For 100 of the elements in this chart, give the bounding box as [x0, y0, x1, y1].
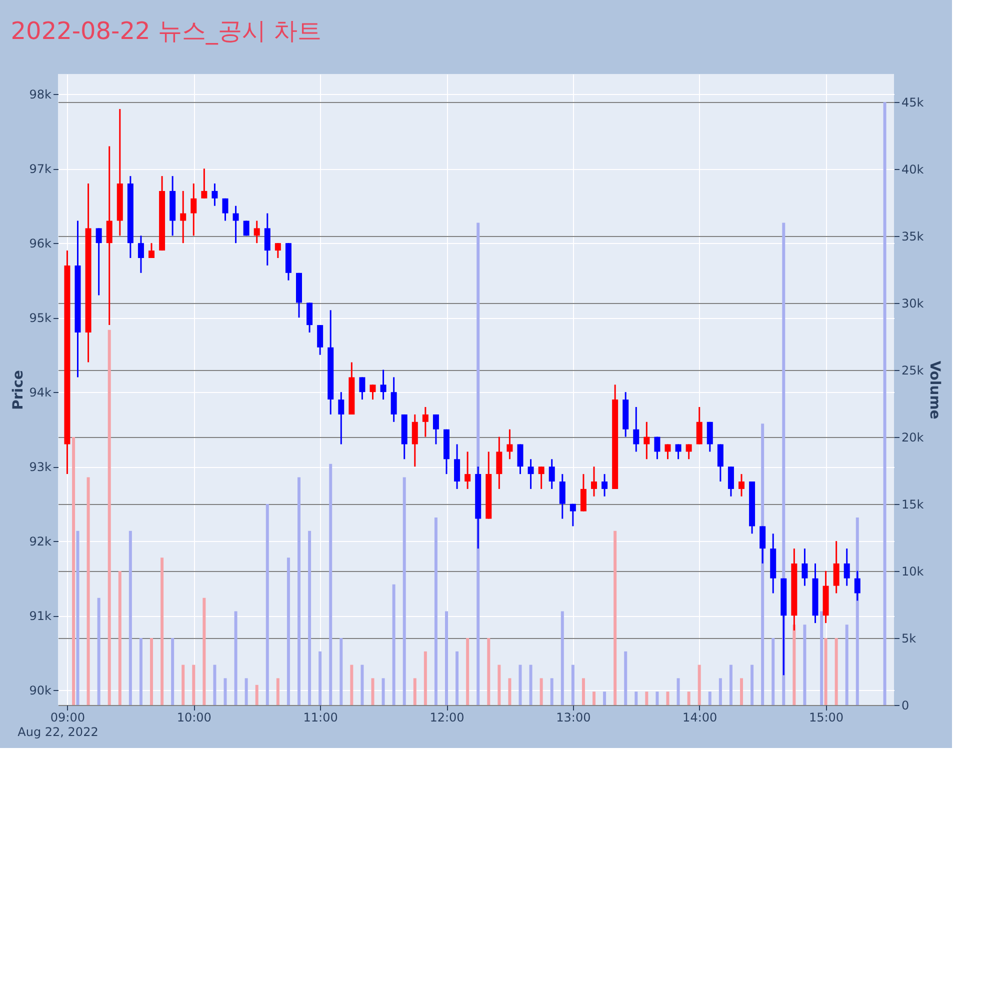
bar: [634, 692, 638, 705]
bar: [666, 692, 670, 705]
candlestick: [675, 444, 682, 460]
candlestick: [96, 227, 102, 296]
candlestick: [148, 242, 154, 259]
bar: [72, 437, 76, 705]
y-tick-label: 95k: [29, 311, 52, 326]
bar: [118, 571, 122, 705]
bar: [150, 638, 153, 705]
y-tick-label: 96k: [29, 236, 52, 251]
y2-tick-label: 40k: [902, 162, 924, 177]
candlestick: [706, 421, 713, 452]
bar: [298, 477, 300, 705]
candlestick: [654, 436, 660, 460]
candlestick: [412, 414, 418, 468]
bar: [708, 692, 712, 705]
bar: [224, 678, 227, 705]
candlestick: [528, 458, 534, 490]
bar: [740, 678, 743, 705]
bar: [718, 678, 722, 705]
bar: [97, 598, 100, 705]
bar: [792, 624, 796, 705]
y-tick-label: 94k: [29, 386, 52, 400]
candlestick: [844, 548, 850, 587]
candlestick: [432, 414, 439, 446]
candlestick: [738, 473, 744, 498]
bar: [182, 664, 185, 705]
candlestick: [506, 428, 513, 460]
y-tick-label: 97k: [29, 162, 52, 176]
bar: [234, 611, 238, 705]
x-tick-label: 15:00: [808, 710, 844, 724]
bar: [371, 678, 374, 705]
bar: [603, 692, 606, 705]
bar: [624, 651, 628, 705]
candlestick: [591, 466, 597, 498]
bar: [139, 638, 142, 705]
candlestick: [548, 458, 555, 490]
candlestick: [370, 384, 376, 400]
bar: [350, 664, 354, 705]
candlestick: [760, 525, 766, 564]
bar: [213, 664, 216, 705]
candlestick: [602, 473, 608, 498]
candlestick: [264, 212, 270, 266]
candlestick: [201, 168, 208, 200]
y-axis-title: Price: [10, 370, 26, 410]
x-tick-label: 10:00: [176, 710, 212, 724]
bar: [76, 530, 80, 705]
bar: [560, 611, 564, 705]
y2-tick-label: 20k: [902, 430, 924, 445]
bar: [656, 692, 659, 705]
bar: [171, 638, 174, 705]
bar: [582, 678, 585, 705]
candlestick: [833, 540, 840, 594]
bar: [160, 558, 164, 705]
candlestick: [222, 198, 228, 222]
bar: [645, 692, 648, 705]
bar: [614, 530, 617, 705]
y2-axis-title: Volume: [926, 360, 943, 420]
candlestick: [106, 146, 112, 326]
candlestick: [422, 406, 428, 438]
candlestick: [854, 570, 860, 602]
bar: [687, 692, 690, 705]
candlestick: [496, 436, 502, 490]
bar: [402, 477, 406, 705]
chart-title: 2022-08-22 뉴스_공시 차트: [10, 17, 322, 45]
candlestick: [359, 376, 366, 400]
bar: [698, 664, 701, 705]
y2-tick-label: 30k: [902, 296, 924, 311]
candlestick: [254, 220, 260, 244]
candlestick: [190, 182, 197, 236]
bar: [266, 504, 269, 705]
bar: [413, 678, 416, 705]
bar: [329, 464, 332, 705]
bar: [834, 638, 838, 705]
bar: [286, 558, 290, 705]
candlestick: [306, 302, 313, 334]
x-tick-label: 12:00: [430, 710, 464, 724]
bar: [445, 611, 448, 705]
bar: [676, 678, 680, 705]
bar: [276, 678, 280, 705]
candlestick: [696, 406, 702, 446]
bar: [128, 530, 132, 705]
candlestick: [274, 242, 281, 259]
candlestick: [464, 450, 471, 490]
candlestick: [180, 190, 186, 244]
bar: [820, 611, 824, 705]
candlestick: [580, 473, 586, 512]
candlestick: [717, 444, 724, 482]
bar: [824, 638, 828, 705]
bar: [382, 678, 385, 705]
x-tick-label: 13:00: [556, 710, 591, 724]
y-tick-label: 91k: [29, 609, 52, 624]
candlestick: [686, 444, 692, 460]
y-tick-label: 98k: [29, 88, 52, 102]
bar: [540, 678, 543, 705]
x-tick-label: 09:00: [50, 710, 86, 724]
bar: [255, 684, 258, 705]
candlestick: [380, 369, 386, 400]
bar: [424, 651, 427, 705]
bar: [529, 664, 532, 705]
